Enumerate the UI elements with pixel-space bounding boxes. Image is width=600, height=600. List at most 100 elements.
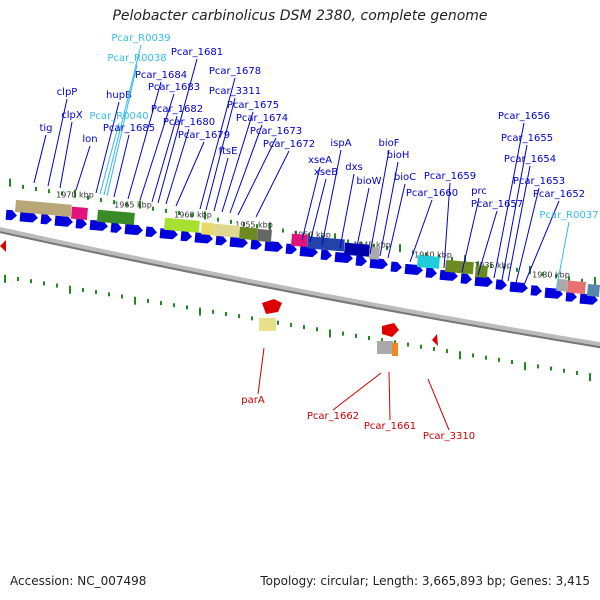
label-leader-line (388, 371, 391, 421)
gene-arrow (530, 285, 542, 296)
label-leader-line (515, 187, 540, 284)
label-leader-line (205, 97, 236, 211)
label-leader-line (175, 141, 205, 207)
cog-color-bands (14, 199, 600, 297)
cog-band (70, 206, 88, 220)
cog-band (306, 236, 345, 252)
gene-label: Pcar_1685 (103, 123, 155, 134)
label-leader-line (332, 372, 382, 411)
gene-label: clpX (61, 110, 83, 121)
gene-arrow (54, 215, 73, 227)
kbp-label: 1955 kbp (235, 221, 273, 230)
gene-label: Pcar_1682 (151, 104, 203, 115)
gene-label: Pcar_1653 (513, 176, 565, 187)
label-leader-line (229, 124, 263, 214)
gene-arrow (180, 230, 192, 242)
gene-arrow (495, 279, 507, 290)
minus-gene-arrow (432, 334, 438, 346)
gene-label: Pcar_1654 (504, 154, 556, 165)
gene-label: ftsE (219, 146, 238, 157)
label-leader-line (199, 77, 236, 210)
gene-arrow (320, 249, 332, 261)
label-leader-line (59, 121, 73, 189)
label-leader-line (33, 134, 47, 184)
gene-label: bioF (379, 138, 400, 149)
minus-gene-arrow (382, 323, 399, 337)
gene-arrow (229, 236, 248, 248)
cog-band (343, 242, 370, 257)
gene-arrow (110, 222, 122, 233)
label-leader-line (339, 173, 355, 249)
map-title: Pelobacter carbinolicus DSM 2380, comple… (112, 8, 488, 24)
label-leader-line (106, 64, 138, 197)
cog-band (238, 226, 258, 241)
label-leader-line (507, 165, 531, 282)
gene-label: Pcar_R0038 (107, 53, 166, 64)
label-leader-line (301, 166, 321, 241)
gene-arrow (75, 218, 87, 229)
label-leader-line (221, 111, 254, 213)
label-leader-line (493, 122, 525, 279)
gene-label: Pcar_1659 (424, 171, 476, 182)
gene-arrow (5, 209, 17, 221)
gene-arrow (264, 240, 283, 252)
kbp-label: 1970 kbp (56, 191, 94, 200)
label-leader-line (237, 137, 277, 216)
label-leader-line (127, 81, 162, 200)
cog-band (416, 255, 440, 269)
gene-label: dxs (345, 162, 362, 173)
cog-band (566, 280, 586, 295)
gene-label: Pcar_R0040 (89, 111, 148, 122)
gene-label: Pcar_R0039 (111, 33, 170, 44)
gene-label: bioH (387, 150, 410, 161)
genome-summary: Topology: circular; Length: 3,665,893 bp… (260, 574, 590, 588)
label-leader-line (409, 199, 433, 263)
kbp-label: 1940 kbp (414, 251, 452, 260)
gene-arrow (285, 243, 297, 255)
gene-arrow (145, 226, 157, 238)
gene-label: Pcar_3310 (423, 431, 475, 442)
gene-arrow (390, 261, 402, 272)
gene-label: xseA (308, 155, 332, 166)
minus-strand-labels: parA Pcar_1662 Pcar_1661 Pcar_3310 (241, 347, 475, 442)
gene-label: ispA (330, 138, 351, 149)
cog-band (290, 233, 308, 247)
label-leader-line (523, 200, 560, 286)
cog-band (96, 209, 135, 225)
label-leader-line (47, 98, 68, 187)
kbp-label: 1935 kbp (474, 261, 512, 270)
gene-label: Pcar_1662 (307, 411, 359, 422)
label-leader-line (99, 122, 120, 195)
gene-label: Pcar_R0037 (539, 210, 598, 221)
gene-arrow (425, 267, 437, 278)
cog-band (556, 278, 568, 292)
gene-label: xseB (314, 167, 338, 178)
gene-label: parA (241, 395, 265, 406)
gene-arrow (215, 234, 227, 246)
gene-arrow (439, 269, 458, 281)
label-leader-line (151, 115, 178, 203)
label-leader-line (255, 150, 290, 218)
gene-arrow (565, 291, 577, 302)
gene-label: lon (82, 134, 97, 145)
kbp-label: 1960 kbp (174, 210, 212, 219)
gene-arrow (250, 239, 262, 250)
label-leader-line (427, 378, 450, 431)
label-leader-line (113, 134, 130, 198)
minus-gene-arrow (262, 299, 282, 314)
gene-label: Pcar_1684 (135, 70, 187, 81)
minus-strand-features (0, 240, 438, 356)
label-leader-line (75, 145, 91, 191)
kbp-label: 1930 kbp (532, 271, 570, 280)
label-leader-line (387, 183, 406, 259)
label-leader-line (103, 44, 142, 196)
gene-arrow (19, 211, 38, 223)
gene-label: Pcar_1681 (171, 47, 223, 58)
gene-label: Pcar_1683 (148, 82, 200, 93)
label-leader-line (95, 101, 120, 194)
label-leader-line (257, 347, 265, 395)
cog-band (14, 199, 72, 217)
label-leader-line (501, 144, 528, 281)
cog-band (163, 217, 200, 233)
label-leader-line (321, 149, 342, 246)
